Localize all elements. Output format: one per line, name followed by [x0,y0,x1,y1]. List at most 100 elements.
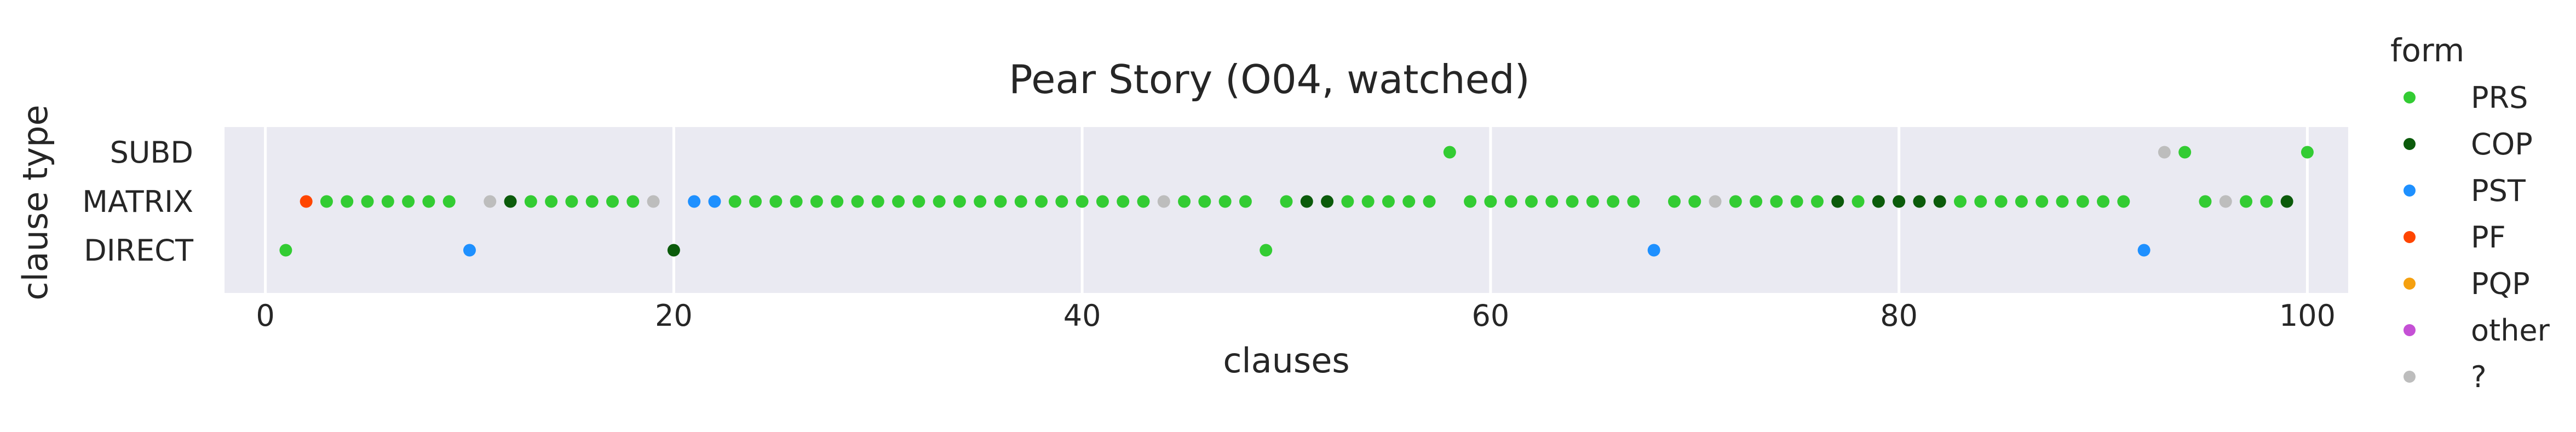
data-point [1586,195,1599,208]
data-point [1157,195,1170,208]
data-point [708,195,721,208]
data-point [1117,195,1130,208]
data-point [1178,195,1191,208]
legend: form PRS COP PST PF PQP other? [2390,32,2550,394]
data-point [2036,195,2049,208]
data-point [1464,195,1477,208]
data-point [565,195,578,208]
data-point [1260,244,1273,257]
data-point [1443,146,1456,159]
data-point [279,244,292,257]
chart-title: Pear Story (O04, watched) [1009,56,1530,102]
data-point [667,244,680,257]
x-tick-label: 40 [1063,298,1101,333]
data-point [1790,195,1803,208]
legend-label: PF [2471,220,2506,255]
data-point [463,244,476,257]
data-point [2240,195,2253,208]
data-point [1218,195,1232,208]
data-point [2260,195,2273,208]
legend-label: ? [2471,360,2487,394]
data-point [1872,195,1885,208]
data-point [851,195,864,208]
data-point [1096,195,1109,208]
y-tick-labels: SUBD MATRIX DIRECT [82,135,194,268]
data-point [2015,195,2028,208]
data-point [2280,195,2293,208]
legend-marker [2404,185,2416,197]
y-tick-label: DIRECT [84,233,194,268]
data-point [769,195,783,208]
x-tick-labels: 0 20 40 60 80 100 [256,298,2336,333]
data-point [688,195,701,208]
data-point [1239,195,1252,208]
data-point [1750,195,1763,208]
y-tick-label: SUBD [110,135,193,170]
data-point [2117,195,2130,208]
data-point [2301,146,2314,159]
data-point [1055,195,1068,208]
data-point [1852,195,1865,208]
data-point [504,195,517,208]
data-point [585,195,599,208]
data-point [1668,195,1681,208]
data-point [2076,195,2089,208]
data-point [1770,195,1783,208]
data-point [1382,195,1395,208]
y-axis-label: clause type [15,105,55,300]
data-point [1831,195,1844,208]
data-point [892,195,905,208]
data-point [2056,195,2069,208]
data-point [1545,195,1559,208]
legend-label: PRS [2471,80,2528,115]
data-point [994,195,1007,208]
data-point [606,195,619,208]
data-point [524,195,537,208]
data-point [790,195,803,208]
data-point [402,195,415,208]
y-tick-label: MATRIX [82,185,193,219]
data-point [1954,195,1967,208]
data-point [953,195,966,208]
data-point [422,195,435,208]
data-point [1566,195,1579,208]
data-point [1607,195,1620,208]
x-tick-label: 60 [1472,298,1510,333]
legend-title: form [2390,32,2464,69]
data-point [442,195,456,208]
data-point [1300,195,1313,208]
data-point [381,195,394,208]
plot-area [225,127,2348,293]
legend-marker [2404,138,2416,150]
data-point [871,195,884,208]
legend-marker [2404,324,2416,336]
data-point [1729,195,1742,208]
data-point [341,195,354,208]
legend-marker [2404,91,2416,103]
data-point [1137,195,1150,208]
data-point [1402,195,1416,208]
data-point [1504,195,1517,208]
data-point [1280,195,1293,208]
legend-marker [2404,231,2416,243]
data-point [1709,195,1722,208]
data-point [1647,244,1660,257]
legend-marker [2404,278,2416,290]
data-point [2199,195,2212,208]
x-tick-label: 20 [655,298,693,333]
data-point [300,195,313,208]
legend-label: PQP [2471,267,2530,301]
data-point [647,195,660,208]
data-point [1035,195,1048,208]
data-point [810,195,823,208]
data-point [831,195,844,208]
data-point [1974,195,1987,208]
data-point [1423,195,1436,208]
data-point [1811,195,1824,208]
data-point [1688,195,1701,208]
data-point [1627,195,1640,208]
x-tick-label: 0 [256,298,274,333]
data-point [749,195,762,208]
data-point [728,195,741,208]
